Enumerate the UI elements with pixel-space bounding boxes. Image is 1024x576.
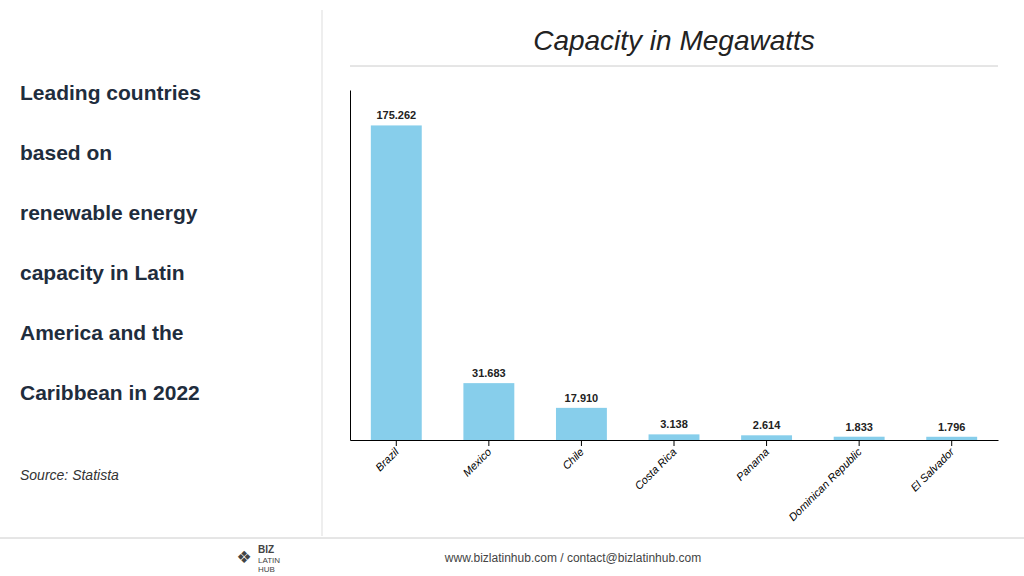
footer-rule [0,538,1024,539]
x-tick: Brazil [373,440,401,473]
heading-line: based on [20,141,112,164]
x-axis: Brazil Mexico Chile Costa Rica Panama Dominic… [351,440,999,523]
bar [463,383,514,440]
bar [834,437,885,440]
heading-line: renewable energy [20,201,198,224]
x-tick-mark [396,440,397,446]
x-tick: Panama [734,440,771,483]
x-tick: Dominican Republic [786,440,864,523]
heading-line: Caribbean in 2022 [20,381,200,404]
x-tick: Chile [560,440,586,472]
x-tick-label: Brazil [373,445,401,473]
y-axis-line [350,91,351,441]
x-tick-mark [951,440,952,446]
bar [926,437,977,440]
x-tick-label: Chile [560,446,586,472]
x-tick-label: Panama [734,446,771,483]
divider [322,10,323,536]
x-tick-label: Costa Rica [632,446,679,493]
data-label: 175.262 [376,109,416,121]
bars [371,125,977,440]
x-tick-mark [859,440,860,446]
heading-line: capacity in Latin [20,261,185,284]
bar [556,408,607,440]
data-label: 31.683 [472,367,506,379]
left-panel: Leading countries based on renewable energ… [20,81,201,483]
heading-line: America and the [20,321,183,344]
logo-text: BIZ [258,544,274,555]
data-label: 17.910 [565,392,599,404]
x-tick: El Salvador [908,440,957,494]
footer-text: www.bizlatinhub.com / contact@bizlatinhu… [444,551,701,565]
data-labels: 175.262 31.683 17.910 3.138 2.614 1.833 1.796 [376,109,965,432]
bar [741,435,792,440]
logo-text: LATIN [258,556,280,565]
chart: Leading countries based on renewable energ… [0,0,1024,576]
x-tick-mark [766,440,767,446]
data-label: 1.833 [845,421,873,433]
title: Capacity in Megawatts [533,25,815,56]
data-label: 2.614 [753,419,781,431]
x-tick-label: Mexico [460,446,493,479]
heading-line: Leading countries [20,81,201,104]
x-tick: Costa Rica [632,440,679,492]
title-rule [350,66,998,67]
footer: ❖ BIZLATINHUB www.bizlatinhub.com / contac… [0,538,1024,574]
x-tick-mark [488,440,489,446]
plot: 175.262 31.683 17.910 3.138 2.614 1.833 1.796 B… [351,91,999,524]
bar [649,434,700,440]
x-tick-label: Dominican Republic [786,445,864,523]
source: Source: Statista [20,467,119,483]
logo-text: HUB [258,565,275,574]
y-axis [350,91,351,441]
data-label: 3.138 [660,418,688,430]
data-label: 1.796 [938,421,966,433]
x-tick-mark [674,440,675,446]
bar [371,125,422,440]
x-tick-mark [581,440,582,446]
logo-icon: ❖ [236,548,251,567]
x-tick: Mexico [460,440,493,479]
x-tick-label: El Salvador [908,445,957,494]
